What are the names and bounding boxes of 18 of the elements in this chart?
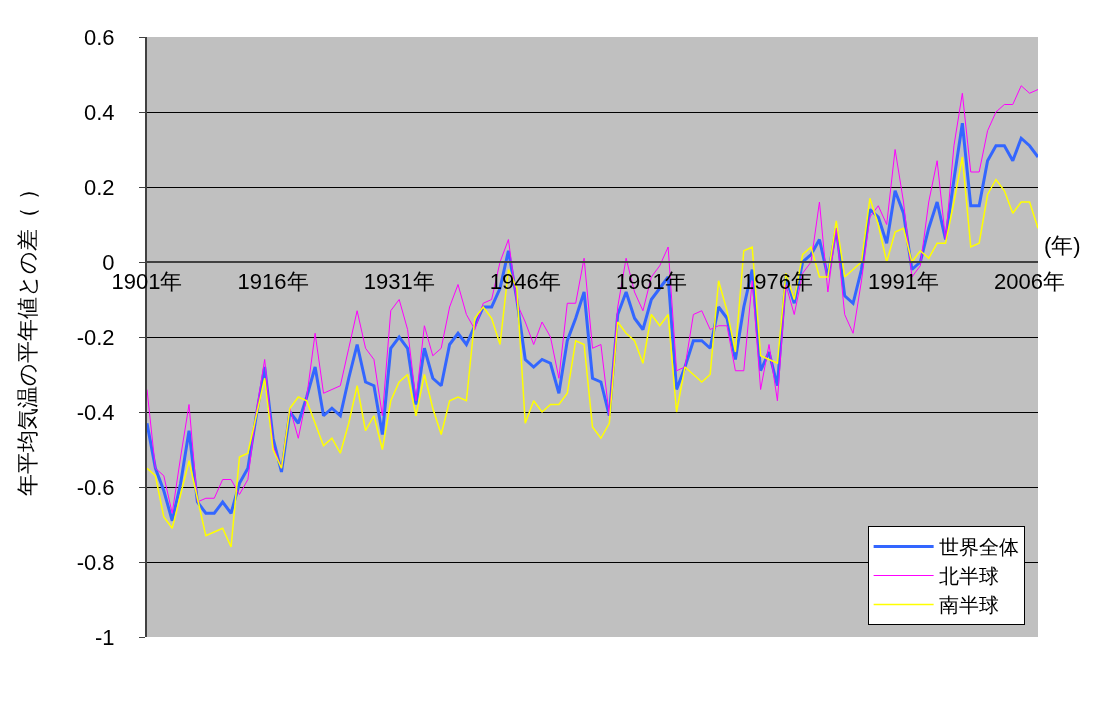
x-tick-label: 2006年 [994,269,1066,295]
y-tick-label: 0.4 [84,99,115,125]
x-axis-title: (年) [1044,233,1081,258]
y-tick-label: 0.2 [84,174,115,200]
legend-label: 南半球 [938,594,999,617]
y-tick-label: 0 [102,249,115,275]
y-tick-label: -0.6 [76,474,115,500]
y-tick-label: 0.6 [84,24,115,50]
y-tick-label: -0.2 [76,324,115,350]
x-tick-label: 1991年 [868,269,939,295]
legend-label: 世界全体 [938,536,1019,559]
x-tick-label: 1931年 [363,269,435,295]
x-tick-label: 1916年 [237,269,309,295]
y-axis-title: 年平均気温の平年値との差（ ） [14,178,40,496]
y-tick-label: -0.8 [76,549,115,575]
y-tick-label: -1 [95,624,115,650]
legend-label: 北半球 [938,565,999,588]
y-tick-label: -0.4 [76,399,115,425]
